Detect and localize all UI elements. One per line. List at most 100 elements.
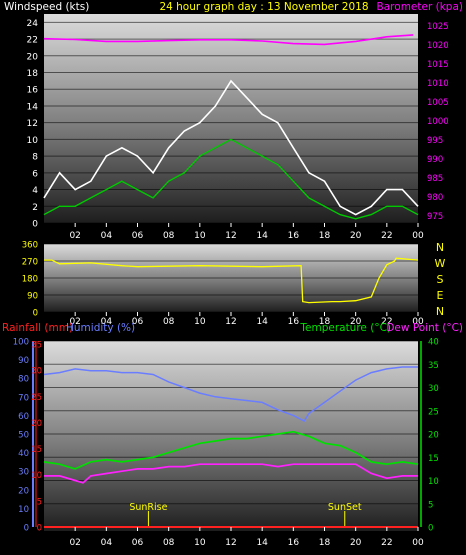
- x-tick-label: 04: [101, 231, 113, 241]
- windspeed-tick-label: 18: [27, 69, 39, 79]
- windspeed-tick-label: 4: [32, 186, 38, 196]
- direction-tick-label: 180: [22, 275, 38, 285]
- sun-label: SunSet: [328, 502, 362, 513]
- compass-label: W: [435, 257, 446, 270]
- x-tick-label: 16: [288, 317, 300, 327]
- humidity-axis-label: Humidity (%): [66, 322, 135, 334]
- barometer-tick-label: 985: [427, 174, 443, 184]
- temperature-tick-label: 40: [428, 338, 439, 348]
- wind-chart-plot-area: [44, 14, 418, 223]
- humidity-tick-label: 10: [18, 505, 29, 515]
- barometer-tick-label: 995: [427, 136, 443, 146]
- windspeed-axis-label: Windspeed (kts): [4, 1, 89, 13]
- barometer-tick-label: 1005: [427, 98, 449, 108]
- humidity-tick-label: 70: [18, 393, 29, 403]
- rainfall-tick-label: 10: [31, 471, 42, 481]
- barometer-tick-label: 980: [427, 193, 443, 203]
- windspeed-tick-label: 16: [27, 86, 39, 96]
- temperature-tick-label: 15: [428, 454, 439, 464]
- wind-average-line: [43, 138, 419, 220]
- x-tick-label: 14: [256, 538, 268, 548]
- barometer-axis-label: Barometer (kpa): [377, 1, 463, 13]
- compass-label: N: [436, 241, 444, 254]
- x-tick-label: 02: [69, 317, 80, 327]
- sun-label: SunRise: [129, 502, 167, 513]
- humidity-tick-label: 100: [13, 338, 29, 348]
- humidity-tick-label: 50: [18, 431, 29, 441]
- temperature-tick-label: 30: [428, 384, 439, 394]
- x-tick-label: 22: [381, 317, 392, 327]
- wind-baro-chart: 0246810121416182022249759809859909951000…: [4, 1, 463, 241]
- barometer-tick-label: 1025: [427, 22, 449, 32]
- barometer-line: [43, 34, 414, 46]
- temp-humidity-chart: SunRise SunSet 01020304050607080901000510…: [2, 322, 463, 548]
- rainfall-tick-label: 15: [31, 445, 42, 455]
- x-tick-label: 10: [194, 538, 206, 548]
- compass-label: E: [437, 289, 444, 302]
- windspeed-tick-label: 6: [32, 169, 38, 179]
- x-tick-label: 10: [194, 317, 206, 327]
- x-tick-label: 08: [163, 538, 175, 548]
- direction-tick-label: 360: [22, 241, 38, 251]
- barometer-tick-label: 975: [427, 212, 443, 222]
- direction-tick-label: 0: [33, 309, 38, 319]
- temperature-tick-label: 5: [428, 500, 433, 510]
- temperature-tick-label: 35: [428, 361, 439, 371]
- rainfall-tick-label: 0: [37, 524, 42, 534]
- temperature-line: [43, 430, 419, 470]
- x-tick-label: 18: [319, 538, 331, 548]
- x-tick-label: 16: [288, 231, 300, 241]
- windspeed-tick-label: 24: [27, 19, 39, 29]
- x-tick-label: 12: [225, 538, 236, 548]
- rainfall-tick-label: 30: [31, 367, 42, 377]
- x-tick-label: 04: [101, 317, 113, 327]
- chart-title: 24 hour graph day : 13 November 2018: [159, 1, 368, 13]
- x-tick-label: 20: [350, 231, 362, 241]
- barometer-tick-label: 1010: [427, 79, 449, 89]
- x-tick-label: 10: [194, 231, 206, 241]
- x-tick-label: 02: [69, 538, 80, 548]
- rainfall-tick-label: 5: [37, 497, 42, 507]
- x-tick-label: 22: [381, 231, 392, 241]
- x-tick-label: 20: [350, 317, 362, 327]
- humidity-tick-label: 60: [18, 412, 29, 422]
- direction-tick-label: 270: [22, 258, 38, 268]
- humidity-tick-label: 40: [18, 449, 29, 459]
- humidity-tick-label: 20: [18, 486, 29, 496]
- barometer-tick-label: 1020: [427, 41, 449, 51]
- rainfall-axis-label: Rainfall (mm): [2, 322, 73, 334]
- windspeed-tick-label: 2: [32, 203, 38, 213]
- compass-label: N: [436, 305, 444, 318]
- wind-direction-line: [44, 257, 419, 304]
- temperature-tick-label: 0: [428, 524, 433, 534]
- x-tick-label: 06: [132, 231, 144, 241]
- humidity-tick-label: 90: [18, 356, 29, 366]
- x-tick-label: 00: [412, 317, 424, 327]
- windspeed-tick-label: 8: [32, 153, 38, 163]
- barometer-tick-label: 1000: [427, 117, 449, 127]
- x-tick-label: 14: [256, 317, 268, 327]
- rainfall-tick-label: 25: [31, 393, 42, 403]
- windspeed-tick-label: 20: [27, 52, 39, 62]
- windspeed-tick-label: 0: [32, 220, 38, 230]
- x-tick-label: 06: [132, 317, 144, 327]
- windspeed-tick-label: 12: [27, 119, 38, 129]
- x-tick-label: 22: [381, 538, 392, 548]
- temperature-tick-label: 10: [428, 477, 439, 487]
- x-tick-label: 16: [288, 538, 300, 548]
- humidity-line: [43, 366, 418, 422]
- windspeed-tick-label: 22: [27, 36, 38, 46]
- x-tick-label: 20: [350, 538, 362, 548]
- rainfall-tick-label: 35: [31, 341, 42, 351]
- compass-label: S: [437, 273, 444, 286]
- humidity-tick-label: 0: [24, 524, 29, 534]
- x-tick-label: 06: [132, 538, 144, 548]
- x-tick-label: 00: [412, 538, 424, 548]
- dewpoint-axis-label: Dew Point (°C): [386, 322, 463, 334]
- temperature-axis-label: Temperature (°C): [299, 322, 391, 334]
- windspeed-tick-label: 10: [27, 136, 39, 146]
- dewpoint-line: [44, 463, 418, 484]
- x-tick-label: 12: [225, 317, 236, 327]
- barometer-tick-label: 1015: [427, 60, 449, 70]
